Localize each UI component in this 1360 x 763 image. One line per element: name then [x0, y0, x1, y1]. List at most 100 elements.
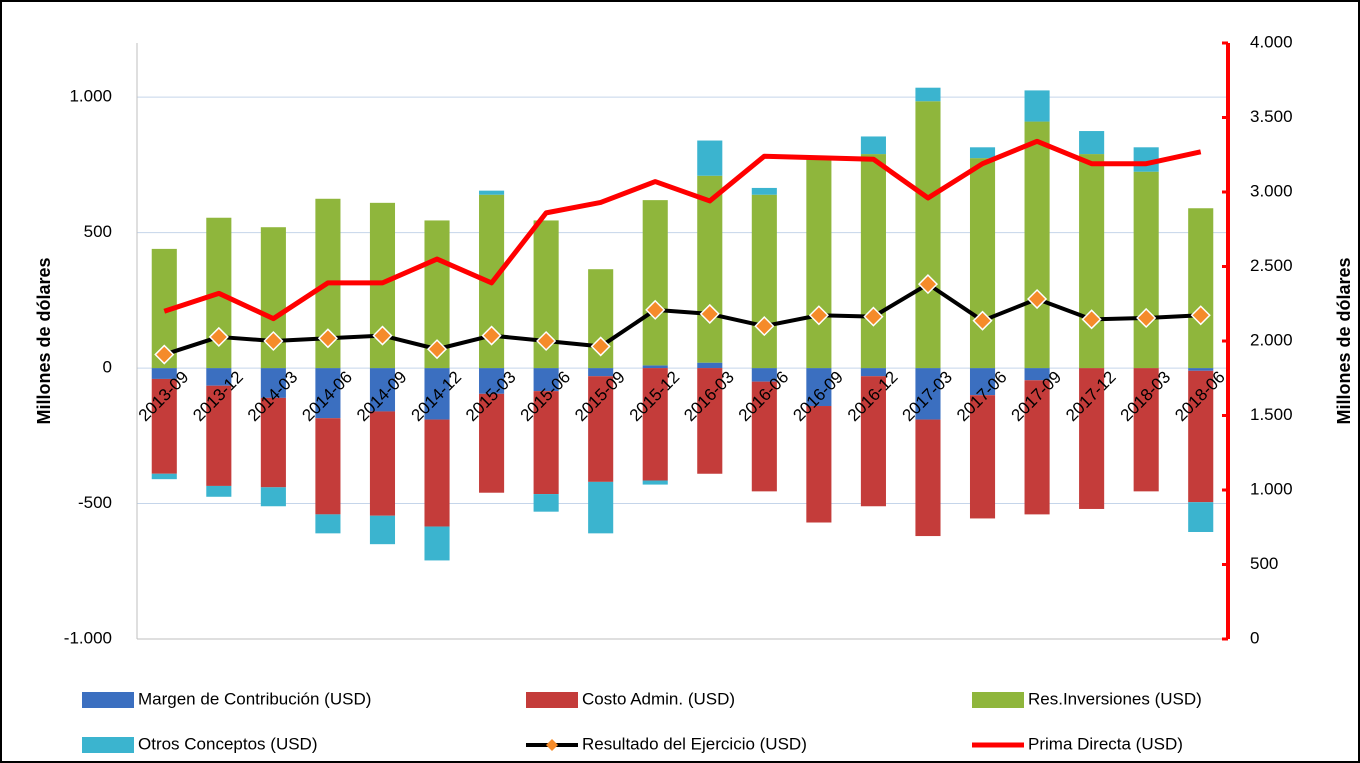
- bar-segment: [969, 147, 996, 159]
- bar-segment: [1188, 208, 1214, 369]
- line-marker: [481, 325, 502, 346]
- bar-segment: [1133, 368, 1159, 492]
- bar-segment: [206, 385, 232, 486]
- y2-tick-label: 4.000: [1250, 32, 1293, 51]
- bar-segment: [206, 368, 232, 386]
- bar-segment: [751, 368, 777, 382]
- y-tick-label: 500: [84, 222, 112, 241]
- line-marker: [536, 330, 557, 352]
- bar-segment: [642, 365, 668, 369]
- bar-segment: [479, 368, 505, 394]
- bar-segment: [369, 368, 396, 412]
- line-marker: [263, 330, 284, 352]
- bar-segment: [588, 481, 614, 534]
- bar-segment: [315, 368, 341, 419]
- bar-segment: [1024, 90, 1050, 122]
- line-marker: [699, 303, 720, 324]
- bar-segment: [479, 190, 505, 195]
- bar-segment: [1024, 380, 1050, 515]
- bar-segment: [1024, 368, 1050, 381]
- bar-segment: [969, 158, 996, 369]
- legend-swatch: [526, 692, 578, 708]
- bar-segment: [806, 156, 832, 369]
- y-axis-title: Millones de dólares: [34, 257, 54, 424]
- y-tick-label: 0: [103, 358, 112, 377]
- bar-segment: [806, 368, 832, 407]
- y2-tick-label: 1.000: [1250, 479, 1293, 498]
- line-marker: [426, 339, 448, 360]
- bar-segment: [533, 391, 559, 495]
- bar-segment: [479, 393, 505, 493]
- bar-segment: [751, 187, 777, 195]
- bar-segment: [806, 406, 832, 523]
- y-tick-label: -500: [78, 493, 112, 512]
- bar-segment: [424, 526, 450, 561]
- bar-segment: [697, 362, 723, 369]
- legend-swatch: [82, 692, 134, 708]
- bar-segment: [915, 101, 941, 369]
- bar-segment: [315, 418, 341, 515]
- line-marker: [863, 306, 884, 327]
- bar-segment: [369, 411, 396, 516]
- bar-segment: [588, 368, 614, 377]
- line-marker: [754, 316, 775, 337]
- bar-segment: [860, 376, 886, 507]
- line-marker: [1081, 309, 1102, 330]
- y-tick-label: -1.000: [64, 628, 112, 647]
- line-marker: [372, 325, 393, 346]
- legend-label: Res.Inversiones (USD): [1028, 689, 1202, 708]
- bar-segment: [751, 381, 777, 492]
- bar-segment: [369, 515, 396, 545]
- bar-segment: [915, 419, 941, 537]
- legend-label: Costo Admin. (USD): [582, 689, 735, 708]
- bar-segment: [642, 480, 668, 485]
- legend-label: Resultado del Ejercicio (USD): [582, 734, 807, 753]
- y2-tick-label: 3.000: [1250, 181, 1293, 200]
- bar-segment: [969, 395, 996, 519]
- bar-segment: [206, 485, 232, 497]
- bar-segment: [588, 376, 614, 482]
- bar-segment: [915, 87, 941, 102]
- y2-axis-title: Millones de dólares: [1334, 257, 1354, 424]
- legend-label: Prima Directa (USD): [1028, 734, 1183, 753]
- bar-segment: [1133, 171, 1159, 369]
- bar-segment: [1024, 121, 1050, 369]
- bar-segment: [1079, 368, 1105, 509]
- legend-label: Otros Conceptos (USD): [138, 734, 318, 753]
- bar-segment: [697, 175, 723, 363]
- bar-segment: [860, 136, 886, 155]
- bar-segment: [424, 368, 450, 420]
- y2-tick-label: 500: [1250, 554, 1278, 573]
- bar-segment: [969, 368, 996, 396]
- bar-segment: [151, 473, 177, 480]
- y-tick-label: 1.000: [69, 87, 112, 106]
- line-marker: [590, 336, 611, 357]
- bar-segment: [151, 368, 177, 379]
- bar-segment: [1188, 368, 1214, 371]
- bar-segment: [751, 194, 777, 369]
- y2-tick-label: 3.500: [1250, 107, 1293, 126]
- line-marker: [972, 310, 993, 331]
- bar-segment: [1188, 502, 1214, 532]
- bar-segment: [1079, 154, 1105, 369]
- bar-segment: [1188, 370, 1214, 503]
- bar-segment: [260, 487, 286, 507]
- bar-segment: [697, 368, 723, 474]
- bar-segment: [260, 368, 286, 398]
- y2-tick-label: 2.500: [1250, 256, 1293, 275]
- y2-tick-label: 1.500: [1250, 405, 1293, 424]
- bar-segment: [151, 378, 177, 474]
- line-marker: [1190, 305, 1211, 326]
- bar-segment: [915, 368, 941, 420]
- bar-segment: [697, 140, 723, 176]
- line-marker: [645, 299, 666, 320]
- line-marker: [1027, 288, 1048, 310]
- legend-marker: [546, 739, 558, 751]
- legend-label: Margen de Contribución (USD): [138, 689, 371, 708]
- legend-swatch: [82, 737, 134, 753]
- bar-segment: [424, 419, 450, 527]
- line-marker: [317, 328, 338, 349]
- bar-segment: [1079, 131, 1105, 155]
